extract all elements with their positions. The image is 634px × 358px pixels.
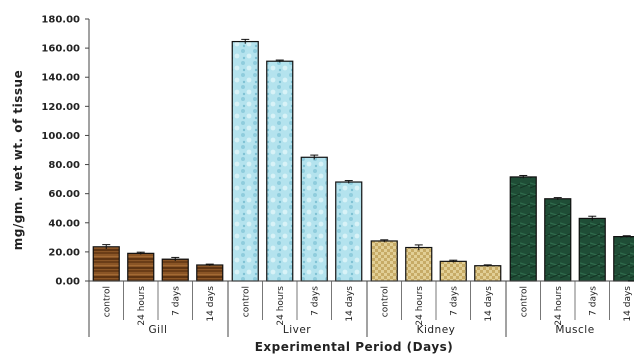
x-category-label: 14 days — [345, 286, 355, 322]
group-label-muscle: Muscle — [555, 324, 594, 336]
bar-kidney-control — [370, 240, 398, 282]
bar-kidney-24-hours — [405, 246, 433, 282]
bar-liver-7-days — [300, 156, 328, 282]
y-axis-title: mg/gm. wet wt. of tissue — [11, 70, 25, 250]
bars-layer — [92, 38, 634, 282]
y-axis: 0.00 20.00 40.00 60.00 80.00 100.00 120.00 140.… — [41, 15, 90, 288]
y-tick-label: 80.00 — [48, 160, 80, 171]
bar-liver-14-days — [335, 181, 363, 282]
bar-muscle-14-days — [613, 236, 634, 282]
x-category-label: 24 hours — [554, 286, 564, 326]
x-category-label: 7 days — [171, 286, 181, 316]
x-axis: control 24 hours 7 days 14 days Gill control 2… — [88, 280, 633, 337]
group-label-liver: Liver — [283, 324, 311, 336]
group-label-gill: Gill — [149, 324, 168, 336]
x-category-label: 14 days — [206, 286, 216, 322]
y-tick-label: 160.00 — [41, 44, 80, 55]
x-category-label: control — [519, 286, 529, 317]
y-tick-label: 40.00 — [48, 218, 80, 229]
x-category-label: control — [380, 286, 390, 317]
x-category-label: control — [102, 286, 112, 317]
y-tick-label: 120.00 — [41, 102, 80, 113]
x-category-label: 24 hours — [415, 286, 425, 326]
x-category-label: 7 days — [449, 286, 459, 316]
x-category-label: 7 days — [310, 286, 320, 316]
bar-muscle-24-hours — [544, 198, 572, 282]
y-tick-label: 140.00 — [41, 73, 80, 84]
bar-liver-24-hours — [266, 60, 294, 282]
x-category-label: 14 days — [623, 286, 633, 322]
x-category-label: 24 hours — [137, 286, 147, 326]
bar-muscle-control — [509, 176, 537, 282]
bar-gill-24-hours — [127, 252, 155, 282]
bar-gill-7-days — [161, 258, 189, 282]
y-tick-label: 20.00 — [48, 247, 80, 258]
x-category-label: 7 days — [588, 286, 598, 316]
x-category-label: 24 hours — [276, 286, 286, 326]
x-axis-title: Experimental Period (Days) — [255, 340, 454, 354]
bar-muscle-7-days — [578, 217, 606, 282]
y-tick-label: 180.00 — [41, 15, 80, 26]
bar-kidney-14-days — [474, 265, 502, 282]
y-tick-label: 60.00 — [48, 189, 80, 200]
x-category-label: control — [241, 286, 251, 317]
bar-gill-14-days — [196, 264, 224, 282]
x-category-label: 14 days — [484, 286, 494, 322]
bar-liver-control — [231, 40, 259, 282]
bar-gill-control — [92, 246, 120, 282]
bar-kidney-7-days — [439, 260, 467, 282]
y-tick-label: 0.00 — [55, 277, 80, 288]
group-label-kidney: Kidney — [417, 324, 456, 336]
y-tick-label: 100.00 — [41, 131, 80, 142]
